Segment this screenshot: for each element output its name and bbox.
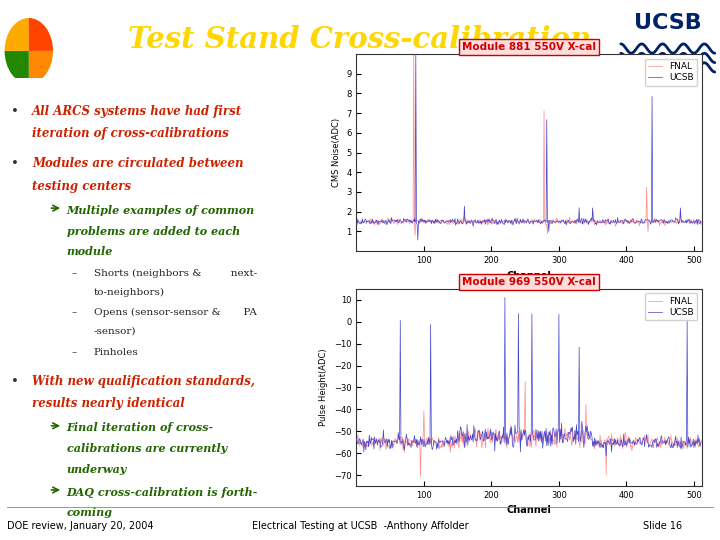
X-axis label: Channel: Channel xyxy=(507,271,552,280)
FNAL xyxy=(401,216,410,222)
FNAL xyxy=(359,441,367,447)
FNAL xyxy=(401,439,410,446)
Text: –: – xyxy=(72,308,77,318)
Line: FNAL: FNAL xyxy=(356,381,701,476)
Legend: FNAL, UCSB: FNAL, UCSB xyxy=(645,58,698,85)
Text: Modules are circulated between: Modules are circulated between xyxy=(32,157,244,170)
Wedge shape xyxy=(29,18,53,51)
Text: calibrations are currently: calibrations are currently xyxy=(66,443,227,454)
Text: Opens (sensor-sensor &       PA: Opens (sensor-sensor & PA xyxy=(94,308,256,318)
UCSB xyxy=(602,453,611,459)
Y-axis label: CMS Noise(ADC): CMS Noise(ADC) xyxy=(332,118,341,187)
Line: FNAL: FNAL xyxy=(356,49,701,235)
Text: Shorts (neighbors &         next-: Shorts (neighbors & next- xyxy=(94,269,257,278)
Text: All ARCS systems have had first: All ARCS systems have had first xyxy=(32,105,243,118)
UCSB xyxy=(636,434,644,441)
Title: Module 969 550V X-cal: Module 969 550V X-cal xyxy=(462,276,596,287)
FNAL xyxy=(359,219,367,226)
UCSB xyxy=(661,219,670,225)
FNAL xyxy=(661,219,670,225)
UCSB xyxy=(636,219,644,225)
UCSB xyxy=(352,220,361,227)
Text: –: – xyxy=(72,269,77,278)
UCSB xyxy=(359,219,367,226)
UCSB xyxy=(468,219,477,226)
FNAL xyxy=(467,434,476,440)
Title: Module 881 550V X-cal: Module 881 550V X-cal xyxy=(462,42,596,52)
FNAL xyxy=(411,232,420,239)
FNAL xyxy=(636,219,644,226)
UCSB xyxy=(467,436,475,442)
Text: -sensor): -sensor) xyxy=(94,327,136,336)
UCSB xyxy=(352,435,361,442)
UCSB xyxy=(500,294,509,301)
UCSB xyxy=(401,218,410,224)
Text: coming: coming xyxy=(66,508,112,518)
Text: Slide 16: Slide 16 xyxy=(643,521,682,531)
FNAL xyxy=(410,46,418,52)
UCSB xyxy=(505,434,513,441)
Text: With new qualification standards,: With new qualification standards, xyxy=(32,375,256,388)
Text: •: • xyxy=(11,105,19,118)
Y-axis label: Pulse Height(ADC): Pulse Height(ADC) xyxy=(320,349,328,426)
Text: •: • xyxy=(11,375,19,388)
Text: Final iteration of cross-: Final iteration of cross- xyxy=(66,422,214,434)
Line: UCSB: UCSB xyxy=(356,298,701,456)
Wedge shape xyxy=(4,18,29,51)
FNAL xyxy=(661,441,670,447)
Legend: FNAL, UCSB: FNAL, UCSB xyxy=(645,293,698,320)
FNAL xyxy=(468,219,477,225)
Text: underway: underway xyxy=(66,464,127,475)
X-axis label: Channel: Channel xyxy=(507,505,552,515)
UCSB xyxy=(413,237,422,244)
Text: Pinholes: Pinholes xyxy=(94,348,138,357)
FNAL xyxy=(697,437,706,443)
Text: Electrical Testing at UCSB  -Anthony Affolder: Electrical Testing at UCSB -Anthony Affo… xyxy=(252,521,469,531)
Wedge shape xyxy=(29,51,53,84)
Text: module: module xyxy=(66,246,113,257)
Text: •: • xyxy=(11,157,19,170)
Text: Multiple examples of common: Multiple examples of common xyxy=(66,205,255,216)
FNAL xyxy=(505,219,514,226)
FNAL xyxy=(352,215,361,222)
Line: UCSB: UCSB xyxy=(356,54,701,240)
FNAL xyxy=(697,221,706,227)
Text: DAQ cross-calibration is forth-: DAQ cross-calibration is forth- xyxy=(66,487,258,498)
FNAL xyxy=(352,438,361,444)
UCSB xyxy=(359,436,367,442)
Text: UCSB: UCSB xyxy=(634,14,702,33)
Text: testing centers: testing centers xyxy=(32,180,132,193)
Text: problems are added to each: problems are added to each xyxy=(66,226,240,237)
Text: iteration of cross-calibrations: iteration of cross-calibrations xyxy=(32,127,229,140)
Text: DOE review, January 20, 2004: DOE review, January 20, 2004 xyxy=(7,521,153,531)
UCSB xyxy=(505,218,514,225)
UCSB xyxy=(697,439,706,446)
Text: CMS: CMS xyxy=(19,10,39,18)
Text: to-neighbors): to-neighbors) xyxy=(94,288,165,297)
UCSB xyxy=(412,51,420,57)
FNAL xyxy=(505,435,513,441)
FNAL xyxy=(416,473,425,480)
UCSB xyxy=(401,437,410,443)
UCSB xyxy=(661,442,670,448)
Text: results nearly identical: results nearly identical xyxy=(32,397,185,410)
UCSB xyxy=(697,219,706,225)
Wedge shape xyxy=(4,51,29,84)
FNAL xyxy=(521,378,529,384)
Text: –: – xyxy=(72,348,77,357)
FNAL xyxy=(636,441,644,447)
Text: Test Stand Cross-calibration: Test Stand Cross-calibration xyxy=(128,25,592,53)
